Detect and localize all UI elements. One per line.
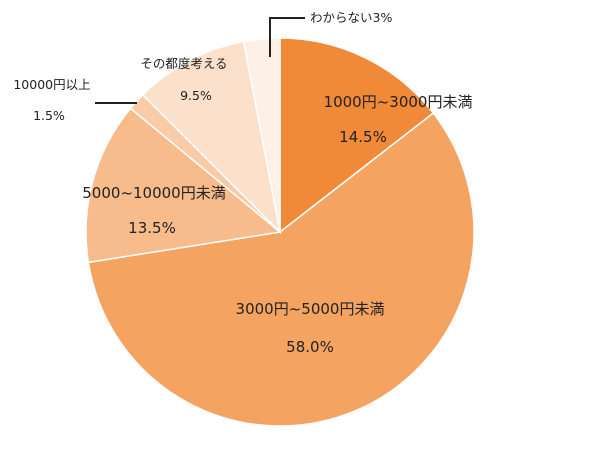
leader-lines	[95, 17, 305, 104]
slice-labels: 1000円~3000円未満 14.5% 3000円~5000円未満 58.0% …	[13, 10, 472, 356]
slice-value-wakaranai: 3%	[373, 10, 393, 25]
slice-label-sonotsudo: その都度考える	[140, 56, 227, 71]
slice-label-5000-10000: 5000~10000円未満	[82, 184, 225, 202]
pie-slice-4	[141, 40, 282, 235]
slice-value-10000-ijou: 1.5%	[33, 108, 65, 123]
pie-slice-2	[85, 107, 282, 264]
pie-slice-0	[279, 37, 435, 234]
slice-label-1000-3000: 1000円~3000円未満	[324, 93, 473, 111]
slice-value-3000-5000: 58.0%	[286, 338, 334, 356]
slice-value-5000-10000: 13.5%	[128, 219, 176, 237]
pie-slice-5	[242, 37, 281, 233]
slice-value-sonotsudo: 9.5%	[180, 88, 212, 103]
slice-label-wakaranai-text: わからない	[310, 10, 373, 25]
slice-label-10000-ijou: 10000円以上	[13, 77, 90, 92]
pie-slices	[85, 37, 475, 427]
pie-slice-1	[87, 112, 475, 427]
slice-value-1000-3000: 14.5%	[339, 128, 387, 146]
leader-line-wakaranai	[269, 17, 305, 57]
slice-label-3000-5000: 3000円~5000円未満	[236, 300, 385, 318]
slice-label-wakaranai: わからない3%	[310, 10, 392, 25]
